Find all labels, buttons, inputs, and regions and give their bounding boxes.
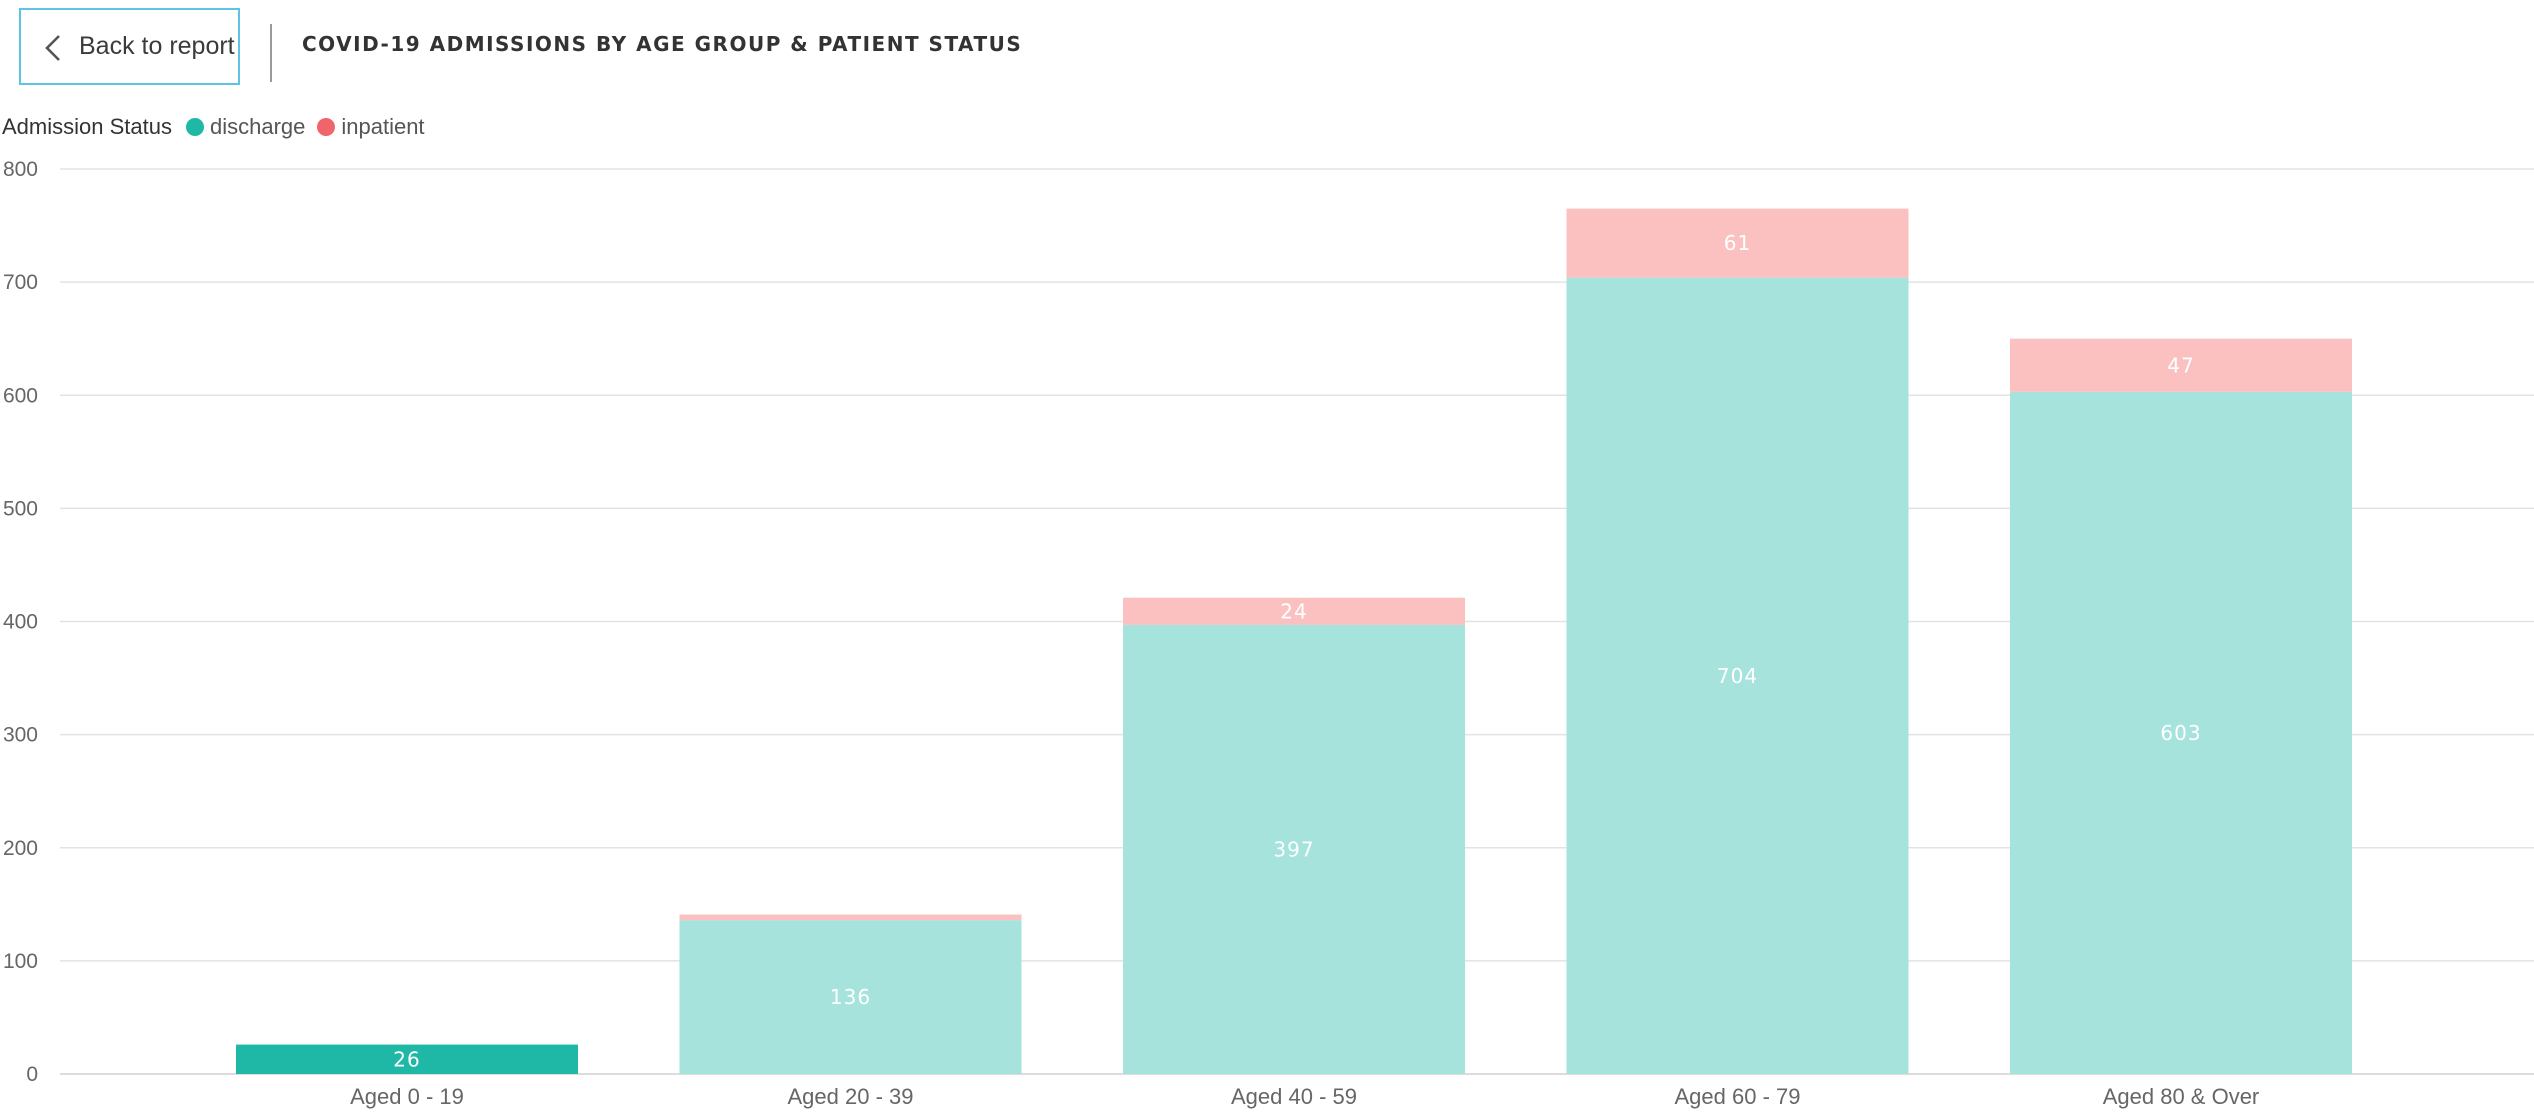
legend-label-inpatient: inpatient (341, 114, 425, 139)
data-label-discharge-2: 397 (1273, 837, 1314, 861)
bar-discharge-2 (1123, 624, 1465, 1074)
bar-discharge-1 (679, 920, 1022, 1074)
bar-inpatient-4 (2010, 338, 2352, 392)
bar-discharge-0 (236, 1044, 578, 1074)
y-tick-label-300: 300 (3, 724, 38, 747)
legend-item-inpatient[interactable]: inpatient (317, 114, 425, 140)
x-tick-label-1: Aged 20 - 39 (788, 1084, 914, 1109)
legend-label-discharge: discharge (209, 114, 306, 139)
data-label-inpatient-2: 24 (1280, 599, 1307, 623)
chart-legend: Admission Status discharge inpatient (2, 112, 437, 142)
bar-inpatient-3 (1566, 208, 1909, 278)
chart-title: COVID-19 ADMISSIONS BY AGE GROUP & PATIE… (302, 32, 1023, 56)
data-label-discharge-0: 26 (393, 1047, 420, 1071)
data-label-inpatient-4: 47 (2167, 353, 2194, 377)
x-tick-label-4: Aged 80 & Over (2103, 1084, 2260, 1109)
legend-item-discharge[interactable]: discharge (185, 114, 306, 140)
back-to-report-button[interactable]: Back to report (19, 8, 240, 85)
y-tick-label-400: 400 (3, 611, 38, 634)
data-label-discharge-4: 603 (2160, 721, 2201, 745)
y-tick-label-0: 0 (26, 1063, 38, 1086)
y-tick-label-600: 600 (3, 384, 38, 407)
bar-inpatient-1 (679, 914, 1022, 921)
y-tick-label-100: 100 (3, 950, 38, 973)
data-label-discharge-3: 704 (1717, 664, 1758, 688)
data-label-discharge-1: 136 (830, 985, 871, 1009)
legend-dot-inpatient (317, 118, 336, 136)
x-tick-label-2: Aged 40 - 59 (1231, 1084, 1357, 1109)
bar-discharge-3 (1566, 277, 1909, 1075)
chevron-left-icon (45, 35, 60, 61)
x-tick-label-3: Aged 60 - 79 (1675, 1084, 1801, 1109)
y-tick-label-700: 700 (3, 271, 38, 294)
header-divider (270, 24, 272, 82)
y-tick-label-800: 800 (3, 158, 38, 181)
bar-inpatient-2 (1123, 597, 1465, 625)
legend-dot-discharge (185, 118, 204, 136)
x-tick-label-0: Aged 0 - 19 (350, 1084, 464, 1109)
data-label-inpatient-3: 61 (1724, 231, 1751, 255)
y-tick-label-500: 500 (3, 497, 38, 520)
y-tick-label-200: 200 (3, 837, 38, 860)
legend-title: Admission Status (2, 114, 172, 139)
bar-discharge-4 (2010, 391, 2352, 1074)
back-to-report-label: Back to report (79, 32, 235, 60)
